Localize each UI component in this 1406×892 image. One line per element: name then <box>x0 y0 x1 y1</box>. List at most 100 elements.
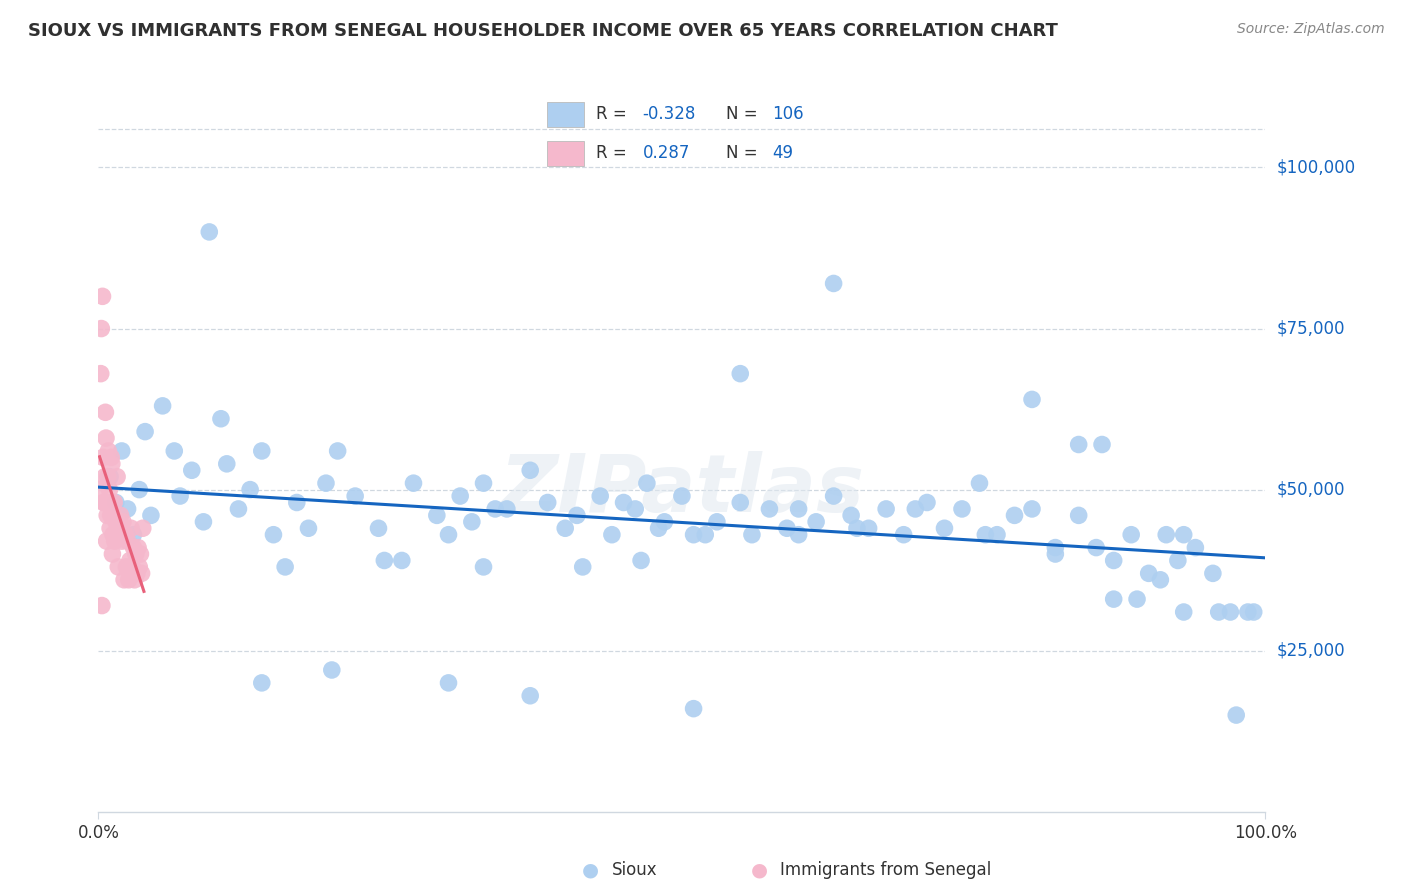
Point <box>98 469 121 483</box>
Text: R =: R = <box>596 105 627 123</box>
Point <box>373 553 395 567</box>
Point <box>915 495 938 509</box>
Point <box>122 541 145 555</box>
Point <box>758 502 780 516</box>
Point <box>472 560 495 574</box>
Point <box>89 483 111 497</box>
Text: $25,000: $25,000 <box>1277 641 1346 660</box>
Text: N =: N = <box>725 145 758 162</box>
Point <box>367 521 389 535</box>
Point <box>152 399 174 413</box>
Point <box>1137 566 1160 581</box>
Point <box>682 701 704 715</box>
Point <box>1173 605 1195 619</box>
Bar <box>547 102 583 127</box>
Point <box>1154 527 1177 541</box>
Point <box>97 469 120 483</box>
Point <box>110 508 132 523</box>
Text: Immigrants from Senegal: Immigrants from Senegal <box>780 861 991 879</box>
Point <box>986 527 1008 541</box>
Point <box>94 405 117 419</box>
Point <box>1004 508 1026 523</box>
Point <box>274 560 297 574</box>
Point <box>426 508 449 523</box>
Point <box>934 521 956 535</box>
Point <box>94 431 117 445</box>
Point <box>839 508 862 523</box>
Point <box>111 534 134 549</box>
Point <box>1126 592 1149 607</box>
Point <box>209 411 232 425</box>
Point <box>449 489 471 503</box>
Text: R =: R = <box>596 145 627 162</box>
Point <box>94 469 117 483</box>
Point <box>239 483 262 497</box>
Point <box>103 495 125 509</box>
Point <box>91 450 114 465</box>
Point <box>101 547 124 561</box>
Point <box>139 508 162 523</box>
Point <box>1067 508 1090 523</box>
Point <box>565 508 588 523</box>
Point <box>804 515 827 529</box>
Point <box>250 444 273 458</box>
Point <box>125 547 148 561</box>
Point <box>111 444 134 458</box>
Point <box>630 553 652 567</box>
Point <box>654 515 676 529</box>
Point <box>97 495 120 509</box>
Text: Source: ZipAtlas.com: Source: ZipAtlas.com <box>1237 22 1385 37</box>
Point <box>117 534 139 549</box>
Point <box>93 495 115 509</box>
Point <box>1149 573 1171 587</box>
Point <box>111 515 134 529</box>
Point <box>1202 566 1225 581</box>
Point <box>461 515 484 529</box>
Point <box>120 521 142 535</box>
Point <box>787 502 810 516</box>
Point <box>117 502 139 516</box>
Point <box>537 495 560 509</box>
Point <box>129 547 152 561</box>
Point <box>104 515 127 529</box>
Text: Sioux: Sioux <box>612 861 657 879</box>
Point <box>904 502 927 516</box>
Point <box>1102 553 1125 567</box>
Point <box>1208 605 1230 619</box>
Point <box>132 521 155 535</box>
Point <box>112 573 135 587</box>
Point <box>97 444 120 458</box>
Point <box>1085 541 1108 555</box>
Point <box>682 527 704 541</box>
Point <box>875 502 897 516</box>
Point <box>823 489 845 503</box>
Point <box>101 457 124 471</box>
Point <box>98 521 121 535</box>
Point <box>131 566 153 581</box>
Point <box>121 560 143 574</box>
Text: ZIPatlas: ZIPatlas <box>499 450 865 529</box>
Point <box>1167 553 1189 567</box>
Point <box>104 534 127 549</box>
Point <box>103 508 125 523</box>
Point <box>96 508 118 523</box>
Point <box>1045 541 1067 555</box>
Point <box>858 521 880 535</box>
Point <box>437 676 460 690</box>
Point <box>118 573 141 587</box>
Point <box>695 527 717 541</box>
Point <box>127 541 149 555</box>
Point <box>402 476 425 491</box>
Point <box>104 495 127 509</box>
Point <box>787 527 810 541</box>
Bar <box>547 141 583 166</box>
Point <box>730 367 752 381</box>
Point <box>1021 392 1043 407</box>
Text: ●: ● <box>582 860 599 880</box>
Point <box>969 476 991 491</box>
Point <box>122 527 145 541</box>
Point <box>554 521 576 535</box>
Text: ●: ● <box>751 860 768 880</box>
Point <box>1225 708 1247 723</box>
Point <box>98 483 121 497</box>
